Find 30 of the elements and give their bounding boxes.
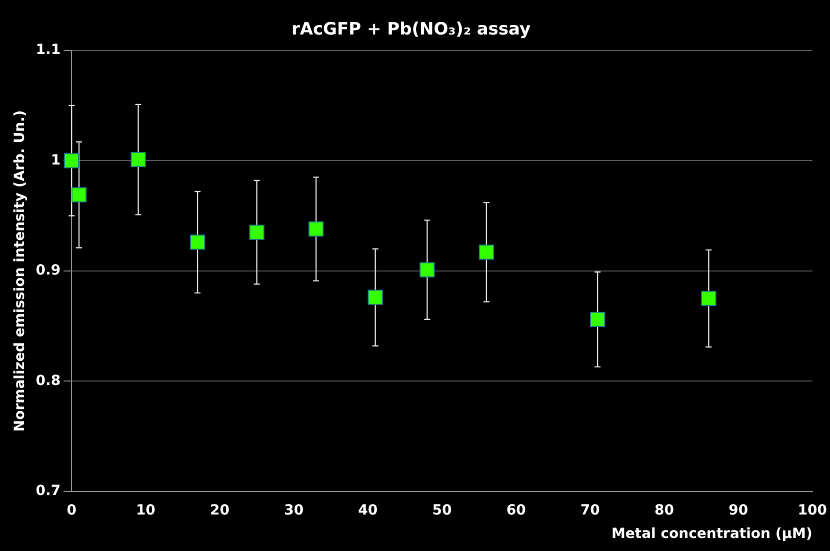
x-tick-label: 70 <box>580 502 600 518</box>
x-axis-title: Metal concentration (µM) <box>611 526 812 542</box>
x-tick-label: 60 <box>506 502 526 518</box>
point <box>368 290 383 305</box>
point <box>308 221 324 237</box>
x-tick-label: 40 <box>358 502 378 518</box>
point <box>64 153 80 168</box>
y-axis-title: Normalized emission intensity (Arb. Un.) <box>12 110 28 432</box>
y-tick-label: 0.8 <box>36 372 61 389</box>
point <box>249 224 264 240</box>
point <box>71 187 87 202</box>
y-tick-label: 1.1 <box>36 42 61 58</box>
x-tick-label: 90 <box>728 502 748 518</box>
x-tick-label: 10 <box>136 502 156 518</box>
y-tick-label: 1 <box>50 152 61 168</box>
x-tick-label: 50 <box>432 502 452 518</box>
point <box>420 262 435 278</box>
x-tick-label: 100 <box>798 502 828 518</box>
x-tick-label: 0 <box>66 502 77 518</box>
chart-title: rAcGFP + Pb(NO₃)₂ assay <box>291 20 531 40</box>
point <box>190 234 206 250</box>
x-tick-label: 30 <box>284 502 304 518</box>
point <box>478 244 494 260</box>
point <box>590 312 606 327</box>
x-tick-label: 20 <box>210 502 230 518</box>
y-tick-label: 0.9 <box>36 262 61 279</box>
point <box>130 152 146 168</box>
x-tick-label: 80 <box>654 502 674 518</box>
y-tick-label: 0.7 <box>36 483 61 500</box>
point <box>701 290 716 306</box>
